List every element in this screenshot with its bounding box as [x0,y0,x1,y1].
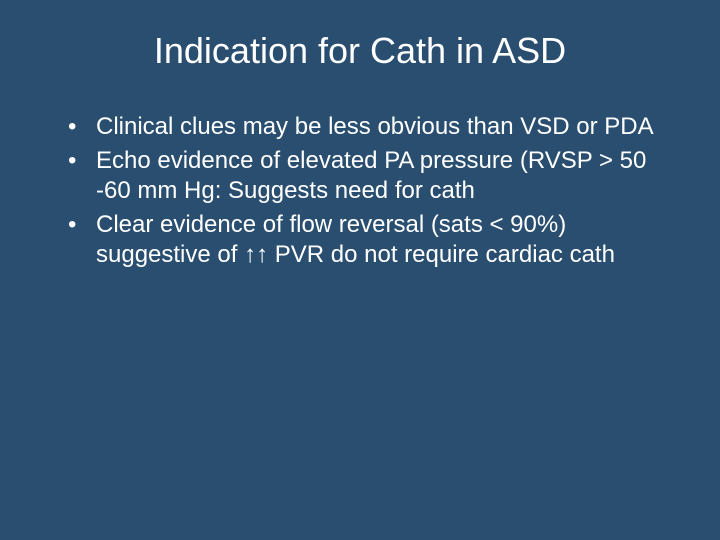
slide-title: Indication for Cath in ASD [40,30,680,72]
list-item: Clear evidence of flow reversal (sats < … [68,210,680,270]
list-item: Clinical clues may be less obvious than … [68,112,680,142]
slide: Indication for Cath in ASD Clinical clue… [0,0,720,540]
bullet-list: Clinical clues may be less obvious than … [40,112,680,270]
list-item: Echo evidence of elevated PA pressure (R… [68,146,680,206]
